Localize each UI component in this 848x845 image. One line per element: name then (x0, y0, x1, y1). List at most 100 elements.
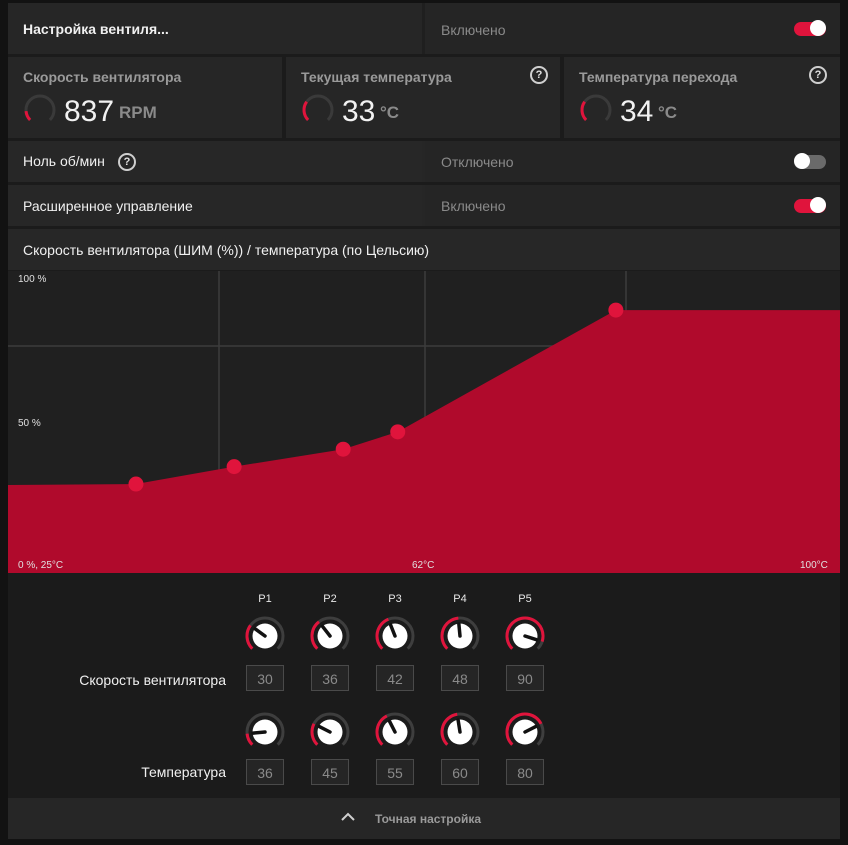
knob-pointer (251, 730, 267, 735)
current-temp-help-icon[interactable]: ? (530, 66, 548, 84)
point-header-p2: P2 (323, 593, 337, 605)
fan-tuning-toggle[interactable] (794, 19, 826, 36)
zero-rpm-state: Отключено (441, 154, 514, 170)
junction-temp-label: Температура перехода (579, 69, 738, 85)
knob-arc (245, 733, 254, 746)
speed-input-p3[interactable]: 42 (376, 665, 414, 691)
fan-tuning-state: Включено (441, 22, 506, 38)
knob-arc (440, 712, 458, 746)
x-axis-right-label: 100°C (800, 560, 828, 571)
temp-input-p2[interactable]: 45 (311, 759, 349, 785)
temp-knob-p4[interactable] (438, 710, 482, 754)
fan-speed-label: Скорость вентилятора (23, 69, 182, 85)
knob-arc (310, 620, 320, 650)
current-temp-stat: Текущая температура 33 °C (286, 57, 560, 138)
point-header-p4: P4 (453, 593, 467, 605)
point-header-p1: P1 (258, 593, 272, 605)
temp-input-p5[interactable]: 80 (506, 759, 544, 785)
temp-knob-p1[interactable] (243, 710, 287, 754)
fan-curve-svg[interactable] (8, 271, 840, 573)
temp-input-p3[interactable]: 55 (376, 759, 414, 785)
knob-arc (375, 617, 390, 650)
curve-point-p1[interactable] (128, 476, 144, 492)
speed-input-p5[interactable]: 90 (506, 665, 544, 691)
header-right-cell: Включено (425, 3, 840, 54)
x-axis-mid-label: 62°C (412, 560, 435, 571)
gauge-arc (24, 94, 56, 121)
temp-input-p4[interactable]: 60 (441, 759, 479, 785)
zero-rpm-help-icon[interactable]: ? (118, 153, 136, 171)
knob-pointer (456, 718, 462, 734)
chevron-up-icon (341, 812, 355, 821)
y-axis-mid-label: 50 % (18, 418, 41, 429)
knob-arc (505, 712, 543, 746)
curve-point-p5[interactable] (608, 302, 624, 318)
temp-knob-p5[interactable] (503, 710, 547, 754)
knob-pointer (253, 627, 267, 638)
curve-point-p3[interactable] (335, 441, 351, 457)
zero-rpm-toggle[interactable] (794, 152, 826, 169)
fan-curve-area (8, 310, 840, 573)
fine-tuning-label: Точная настройка (375, 812, 482, 826)
speed-row-label: Скорость вентилятора (79, 672, 226, 688)
junction-temp-value: 34 (620, 95, 654, 128)
temp-knob-p3[interactable] (373, 710, 417, 754)
advanced-left-cell: Расширенное управление (8, 185, 422, 226)
fan-speed-value: 837 (64, 95, 115, 128)
chart-title: Скорость вентилятора (ШИМ (%)) / темпера… (23, 242, 430, 258)
junction-temp-help-icon[interactable]: ? (809, 66, 827, 84)
speed-knob-p5[interactable] (503, 614, 547, 658)
gauge-arc (302, 94, 334, 121)
zero-rpm-row: Ноль об/мин ? Отключено (8, 141, 840, 182)
zero-rpm-left-cell: Ноль об/мин ? (8, 141, 422, 182)
junction-temp-gauge-icon (580, 94, 612, 121)
header-left-cell: Настройка вентиля... (8, 3, 422, 54)
temp-row-label: Температура (141, 764, 226, 780)
knob-arc (440, 616, 459, 650)
curve-point-p2[interactable] (226, 459, 242, 475)
junction-temp-stat: Температура перехода 34 °C (564, 57, 840, 138)
point-header-p5: P5 (518, 593, 532, 605)
speed-knob-p3[interactable] (373, 614, 417, 658)
knob-pointer (317, 724, 332, 734)
advanced-right-cell: Включено (425, 185, 840, 226)
temp-knob-p2[interactable] (308, 710, 352, 754)
knob-arc (245, 624, 254, 650)
fan-tuning-header: Настройка вентиля... Включено (8, 3, 840, 54)
gauge-arc (302, 100, 310, 121)
current-temp-label: Текущая температура (301, 69, 452, 85)
knob-pointer (523, 634, 539, 642)
fan-speed-unit: RPM (119, 103, 157, 122)
gauge-arc (580, 100, 588, 121)
advanced-control-state: Включено (441, 198, 506, 214)
gauge-arc (580, 94, 612, 121)
chart-title-row: Скорость вентилятора (ШИМ (%)) / темпера… (8, 229, 840, 270)
fine-tuning-footer[interactable]: Точная настройка (8, 798, 840, 839)
current-temp-value: 33 (342, 95, 376, 128)
point-header-p3: P3 (388, 593, 402, 605)
gauge-arc (24, 110, 32, 121)
knob-arc (505, 616, 545, 650)
speed-input-p2[interactable]: 36 (311, 665, 349, 691)
toggle-knob (810, 196, 826, 213)
y-axis-top-label: 100 % (18, 274, 47, 285)
speed-input-p1[interactable]: 30 (246, 665, 284, 691)
knob-arc (310, 723, 319, 746)
advanced-control-toggle[interactable] (794, 196, 826, 213)
speed-knob-p4[interactable] (438, 614, 482, 658)
speed-knob-p1[interactable] (243, 614, 287, 658)
speed-knob-p2[interactable] (308, 614, 352, 658)
advanced-control-label: Расширенное управление (23, 198, 193, 214)
knob-arc (375, 714, 388, 746)
curve-point-p4[interactable] (390, 424, 406, 440)
speed-input-p4[interactable]: 48 (441, 665, 479, 691)
zero-rpm-label: Ноль об/мин (23, 153, 105, 169)
knob-pointer (388, 623, 397, 638)
fan-curve-chart[interactable]: 100 % 50 % 0 %, 25°C 62°C 100°C (8, 271, 840, 573)
junction-temp-unit: °C (658, 103, 678, 122)
current-temp-gauge-icon (302, 94, 334, 121)
temp-input-p1[interactable]: 36 (246, 759, 284, 785)
x-axis-left-label: 0 %, 25°C (18, 560, 64, 571)
advanced-control-row: Расширенное управление Включено (8, 185, 840, 226)
fan-speed-stat: Скорость вентилятора 837 RPM (8, 57, 282, 138)
